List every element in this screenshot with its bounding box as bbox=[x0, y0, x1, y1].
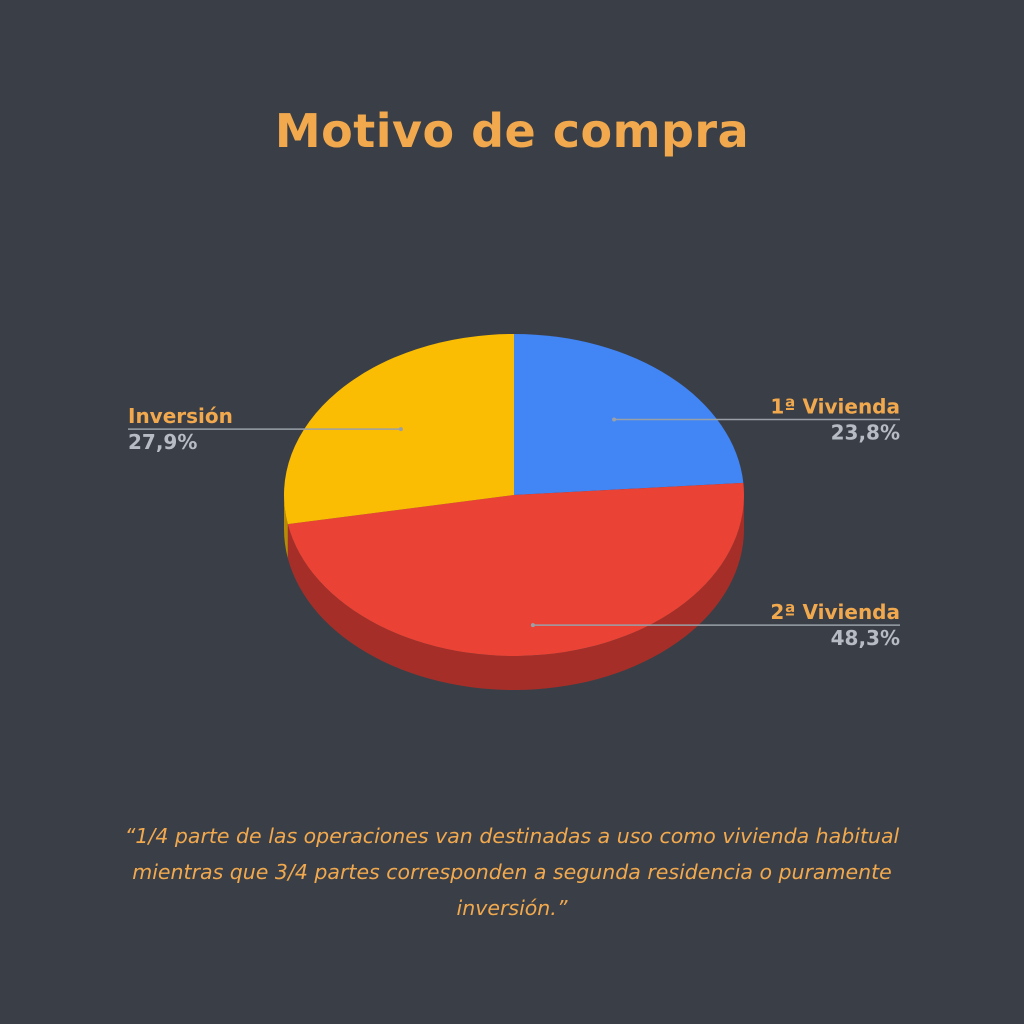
slice-label-inversion: Inversión bbox=[128, 404, 233, 428]
pie-slice-1a-vivienda bbox=[514, 334, 744, 495]
slice-value-2a-vivienda: 48,3% bbox=[831, 626, 900, 650]
slice-value-1a-vivienda: 23,8% bbox=[831, 420, 900, 444]
pie-side-inversion bbox=[284, 495, 288, 559]
pie-side-2a-vivienda bbox=[287, 495, 744, 690]
slice-label-1a-vivienda: 1ª Vivienda bbox=[770, 394, 900, 418]
leader-dot-2a-vivienda bbox=[530, 623, 535, 628]
slice-label-2a-vivienda: 2ª Vivienda bbox=[770, 600, 900, 624]
slice-value-inversion: 27,9% bbox=[128, 430, 197, 454]
leader-dot-inversion bbox=[398, 427, 403, 432]
quote-text: “1/4 parte de las operaciones van destin… bbox=[124, 824, 900, 920]
chart-title: Motivo de compra bbox=[274, 104, 750, 158]
leader-dot-1a-vivienda bbox=[612, 417, 617, 422]
pie-slice-2a-vivienda bbox=[287, 482, 745, 656]
